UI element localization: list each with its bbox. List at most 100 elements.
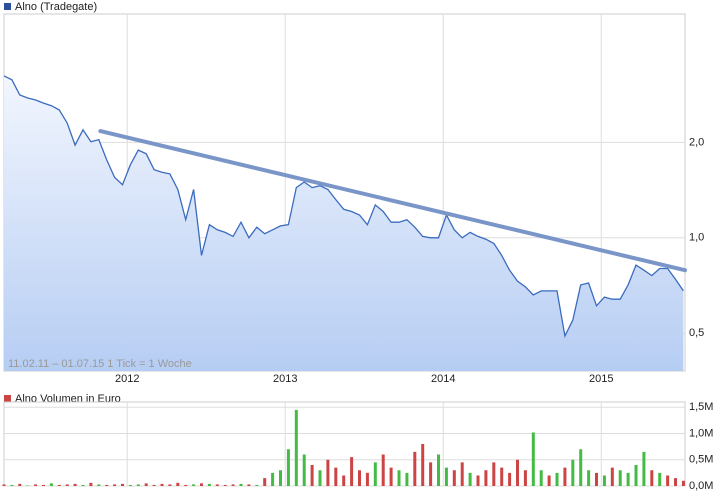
volume-bar: [468, 472, 472, 486]
volume-bar: [286, 449, 290, 486]
volume-bar: [602, 475, 606, 486]
volume-bar: [508, 472, 512, 486]
volume-bar: [539, 470, 543, 486]
y-tick-label: 0,5: [689, 327, 704, 339]
volume-bar: [121, 483, 125, 486]
volume-bar: [500, 467, 504, 486]
volume-bar: [89, 482, 93, 486]
volume-bar: [57, 484, 61, 486]
volume-bar: [547, 475, 551, 486]
volume-bar: [26, 485, 30, 486]
volume-bar: [397, 470, 401, 486]
volume-bar: [531, 432, 535, 486]
volume-bar: [73, 483, 77, 486]
volume-bar: [200, 483, 204, 486]
price-area: [4, 75, 684, 372]
legend-swatch: [4, 3, 11, 10]
volume-bar: [294, 409, 298, 486]
y-tick-label: 0,5M: [689, 454, 713, 466]
volume-bar: [484, 470, 488, 486]
volume-bar: [215, 484, 219, 486]
volume-bar: [184, 484, 188, 486]
volume-bar: [342, 475, 346, 486]
y-tick-label: 2,0: [689, 136, 704, 148]
volume-bar: [105, 484, 109, 486]
volume-bar: [555, 472, 559, 486]
volume-bar: [42, 484, 46, 486]
volume-bar: [136, 484, 140, 486]
plot-frame: [3, 401, 686, 487]
volume-bar: [334, 467, 338, 486]
volume-bar: [413, 451, 417, 486]
volume-bar: [10, 484, 14, 486]
volume-bar: [350, 457, 354, 486]
legend-swatch: [4, 395, 11, 402]
volume-bar: [192, 484, 196, 486]
x-tick-label: 2015: [589, 373, 613, 385]
volume-bar: [81, 484, 85, 486]
volume-bar: [437, 454, 441, 486]
volume-bar: [365, 472, 369, 486]
volume-bar: [49, 483, 53, 486]
volume-bar: [255, 484, 259, 486]
volume-bar: [666, 475, 670, 486]
volume-bar: [34, 484, 38, 486]
volume-bar: [579, 449, 583, 486]
volume-bar: [460, 462, 464, 486]
volume-bar: [681, 480, 685, 486]
y-tick-label: 1,0: [689, 232, 704, 244]
volume-bar: [318, 470, 322, 486]
volume-bar: [658, 472, 662, 486]
legend-label: Alno (Tradegate): [15, 1, 97, 13]
x-tick-label: 2012: [115, 373, 139, 385]
volume-bar: [279, 470, 283, 486]
volume-bar: [247, 484, 251, 486]
volume-bar: [492, 462, 496, 486]
legend-label: Alno Volumen in Euro: [15, 393, 121, 405]
y-tick-label: 1,5M: [689, 401, 713, 413]
volume-bar: [207, 483, 211, 486]
volume-bar: [113, 484, 117, 486]
volume-bar: [626, 472, 630, 486]
volume-bar: [271, 472, 275, 486]
volume-bar: [444, 467, 448, 486]
volume-bar: [152, 484, 156, 486]
price-line: [3, 75, 684, 339]
volume-bar: [634, 465, 638, 486]
volume-bar: [65, 484, 69, 486]
volume-bar: [595, 472, 599, 486]
volume-bar: [571, 459, 575, 486]
y-tick-label: 1,0M: [689, 427, 713, 439]
volume-bar: [239, 483, 243, 486]
volume-bar: [2, 484, 6, 486]
volume-bar: [176, 482, 180, 486]
volume-bar: [97, 484, 101, 486]
volume-bar: [128, 484, 132, 486]
volume-bar: [389, 467, 393, 486]
volume-bar: [674, 478, 678, 486]
volume-bar: [618, 470, 622, 486]
trend-line: [98, 129, 687, 273]
volume-bar: [168, 484, 172, 486]
range-note: 11.02.11 – 01.07.15 1 Tick = 1 Woche: [8, 358, 192, 370]
volume-bar: [421, 444, 425, 486]
volume-bar: [144, 483, 148, 486]
volume-bar: [373, 462, 377, 486]
volume-bar: [650, 470, 654, 486]
x-tick-label: 2013: [273, 373, 297, 385]
volume-bar: [160, 483, 164, 486]
volume-bar: [523, 470, 527, 486]
volume-bar: [405, 472, 409, 486]
volume-bar: [610, 467, 614, 486]
volume-bar: [642, 451, 646, 486]
volume-bar: [18, 483, 22, 486]
volume-bar: [326, 459, 330, 486]
volume-bar: [263, 478, 267, 486]
volume-bar: [302, 454, 306, 486]
volume-bar: [429, 462, 433, 486]
volume-bar: [563, 467, 567, 486]
x-tick-label: 2014: [431, 373, 455, 385]
y-tick-label: 0,0M: [689, 480, 713, 492]
volume-bar: [231, 484, 235, 486]
